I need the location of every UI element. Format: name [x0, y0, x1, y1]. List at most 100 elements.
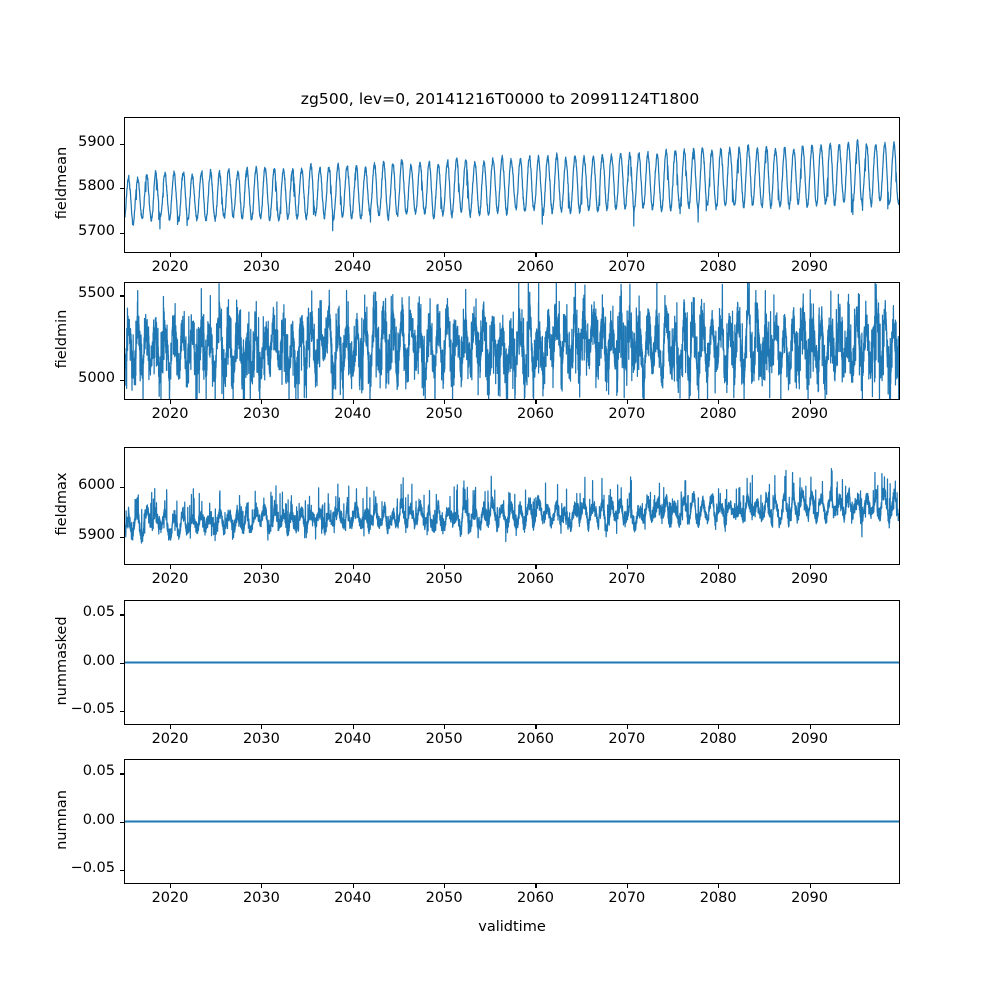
xtick-label-fieldmean-2: 2040 [334, 259, 372, 275]
xtick-label-fieldmax-7: 2090 [791, 571, 828, 587]
xtick-label-nummasked-6: 2080 [699, 731, 737, 747]
xlabel: validtime [478, 919, 546, 935]
xtick-mark-nummasked-7 [809, 725, 811, 729]
xtick-label-fieldmean-1: 2030 [242, 259, 280, 275]
xtick-mark-numnan-5 [626, 884, 628, 888]
xtick-mark-nummasked-0 [170, 725, 172, 729]
xtick-label-fieldmax-1: 2030 [242, 571, 280, 587]
xtick-mark-fieldmax-5 [626, 565, 628, 569]
xtick-mark-numnan-0 [170, 884, 172, 888]
xtick-label-fieldmin-7: 2090 [791, 406, 828, 422]
xtick-mark-numnan-3 [444, 884, 446, 888]
xtick-mark-nummasked-5 [626, 725, 628, 729]
xtick-label-fieldmean-3: 2050 [425, 259, 463, 275]
xtick-mark-fieldmean-7 [809, 253, 811, 257]
ytick-mark-fieldmax-0 [120, 537, 124, 539]
xtick-mark-fieldmin-0 [170, 400, 172, 404]
xtick-mark-fieldmean-5 [626, 253, 628, 257]
xtick-mark-fieldmax-4 [535, 565, 537, 569]
xtick-label-fieldmax-0: 2020 [151, 571, 189, 587]
xtick-mark-fieldmean-3 [444, 253, 446, 257]
xtick-label-fieldmin-6: 2080 [699, 406, 737, 422]
plot-panel-numnan [124, 759, 900, 884]
xtick-label-nummasked-2: 2040 [334, 731, 372, 747]
ytick-label-numnan-0: −0.05 [70, 859, 115, 876]
plot-panel-nummasked [124, 600, 900, 725]
ytick-label-fieldmean-2: 5900 [78, 133, 115, 150]
xtick-label-nummasked-1: 2030 [242, 731, 280, 747]
ytick-mark-fieldmax-1 [120, 487, 124, 489]
ytick-label-nummasked-2: 0.05 [82, 604, 115, 621]
xtick-mark-fieldmean-0 [170, 253, 172, 257]
xtick-mark-numnan-1 [261, 884, 263, 888]
xtick-label-fieldmean-4: 2060 [517, 259, 554, 275]
xtick-label-fieldmean-6: 2080 [699, 259, 737, 275]
xtick-label-numnan-4: 2060 [517, 890, 554, 906]
xtick-label-fieldmin-4: 2060 [517, 406, 554, 422]
ytick-mark-numnan-1 [120, 821, 124, 823]
ytick-mark-nummasked-0 [120, 710, 124, 712]
ytick-mark-fieldmin-0 [120, 379, 124, 381]
xtick-label-nummasked-4: 2060 [517, 731, 554, 747]
xtick-label-fieldmean-7: 2090 [791, 259, 828, 275]
ytick-mark-fieldmin-1 [120, 295, 124, 297]
ytick-label-nummasked-1: 0.00 [82, 652, 115, 669]
xtick-mark-fieldmean-4 [535, 253, 537, 257]
xtick-mark-nummasked-1 [261, 725, 263, 729]
data-line-fieldmean [125, 139, 899, 232]
plot-panel-fieldmax [124, 447, 900, 565]
ytick-mark-fieldmean-0 [120, 232, 124, 235]
xtick-mark-fieldmax-3 [444, 565, 446, 569]
xtick-label-fieldmax-2: 2040 [334, 571, 372, 587]
xtick-label-numnan-0: 2020 [151, 890, 189, 906]
xtick-mark-numnan-4 [535, 884, 537, 888]
xtick-mark-numnan-6 [718, 884, 720, 888]
ytick-label-fieldmin-1: 5500 [78, 285, 115, 302]
xtick-label-numnan-5: 2070 [608, 890, 646, 906]
xtick-label-fieldmax-6: 2080 [699, 571, 737, 587]
xtick-mark-nummasked-2 [352, 725, 354, 729]
xtick-mark-numnan-2 [352, 884, 354, 888]
ytick-label-nummasked-0: −0.05 [70, 700, 115, 717]
xtick-mark-fieldmin-6 [718, 400, 720, 404]
ytick-mark-nummasked-2 [120, 614, 124, 616]
xtick-label-fieldmax-3: 2050 [425, 571, 463, 587]
figure-title: zg500, lev=0, 20141216T0000 to 20991124T… [300, 90, 700, 108]
xtick-mark-fieldmean-6 [718, 253, 720, 257]
xtick-label-nummasked-3: 2050 [425, 731, 463, 747]
plot-panel-fieldmean [124, 117, 900, 253]
xtick-label-fieldmin-3: 2050 [425, 406, 463, 422]
xtick-label-numnan-7: 2090 [791, 890, 828, 906]
ytick-mark-numnan-0 [120, 869, 124, 871]
xtick-mark-fieldmean-1 [261, 253, 263, 257]
ytick-label-fieldmax-1: 6000 [78, 477, 115, 494]
xtick-mark-fieldmax-7 [809, 565, 811, 569]
data-line-fieldmin [125, 283, 899, 399]
plot-panel-fieldmin [124, 282, 900, 400]
xtick-mark-fieldmean-2 [352, 253, 354, 257]
xtick-mark-numnan-7 [809, 884, 811, 888]
xtick-mark-fieldmax-6 [718, 565, 720, 569]
xtick-label-numnan-2: 2040 [334, 890, 372, 906]
ytick-mark-fieldmean-2 [120, 143, 124, 145]
ytick-label-numnan-2: 0.05 [82, 763, 115, 780]
ytick-label-fieldmin-0: 5000 [78, 369, 115, 386]
xtick-mark-nummasked-6 [718, 725, 720, 729]
xtick-mark-nummasked-4 [535, 725, 537, 729]
xtick-mark-fieldmin-7 [809, 400, 811, 404]
xtick-mark-fieldmin-2 [352, 400, 354, 404]
ytick-mark-numnan-2 [120, 773, 124, 775]
xtick-label-fieldmin-5: 2070 [608, 406, 646, 422]
data-line-fieldmax [125, 468, 899, 544]
xtick-label-numnan-6: 2080 [699, 890, 737, 906]
xtick-label-fieldmean-5: 2070 [608, 259, 646, 275]
ylabel-fieldmax: fieldmax [54, 472, 70, 536]
ytick-label-fieldmean-0: 5700 [78, 222, 115, 239]
xtick-mark-fieldmin-3 [444, 400, 446, 404]
xtick-label-fieldmin-2: 2040 [334, 406, 372, 422]
ytick-mark-nummasked-1 [120, 662, 124, 664]
xtick-mark-fieldmax-2 [352, 565, 354, 569]
xtick-mark-fieldmax-1 [261, 565, 263, 569]
ytick-mark-fieldmean-1 [120, 188, 124, 190]
